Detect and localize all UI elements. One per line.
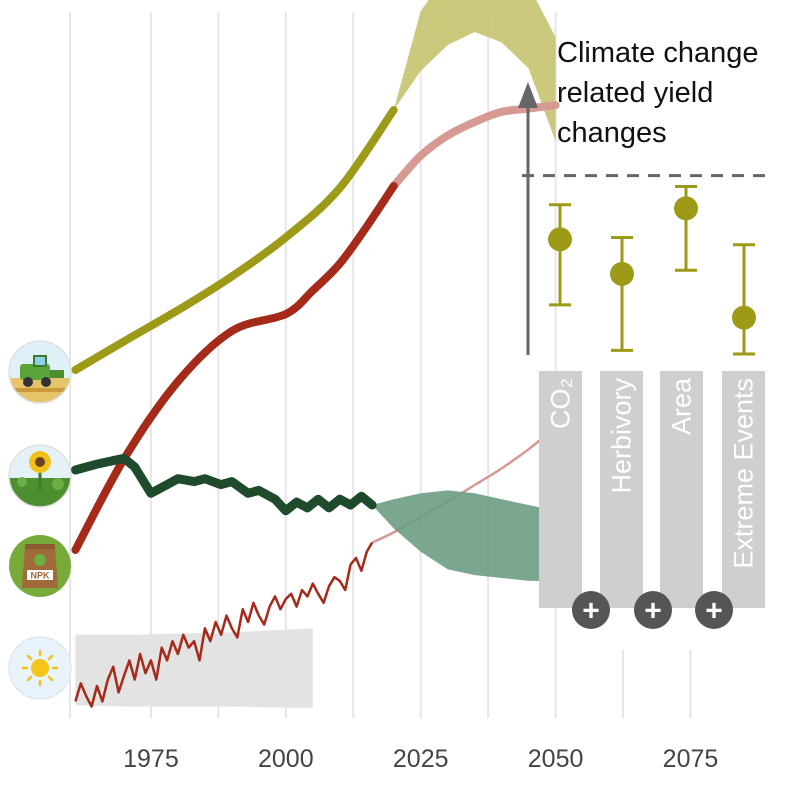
plus-operator-circle xyxy=(695,591,733,629)
plus-operator-symbol: + xyxy=(705,595,723,628)
npk-fertilizer-bag-icon: NPK xyxy=(9,535,71,597)
category-label: Extreme Events xyxy=(729,378,759,569)
x-tick-label: 2000 xyxy=(258,745,314,773)
y-axis-arrow xyxy=(518,82,538,355)
plus-operator-symbol: + xyxy=(644,595,662,628)
plus-operator-circle xyxy=(634,591,672,629)
series-icons: NPK xyxy=(8,340,72,700)
category-label: Herbivory xyxy=(607,378,637,494)
uncertainty-bands xyxy=(75,0,556,708)
plus-operator-circle xyxy=(572,591,610,629)
x-tick-label: 2050 xyxy=(528,745,584,773)
harvester-icon xyxy=(8,340,72,404)
data-point xyxy=(548,227,572,252)
category-bar xyxy=(722,371,765,608)
plus-operator-symbol: + xyxy=(582,595,600,628)
plus-operators: + + + xyxy=(572,591,733,629)
panel-title-line-3: changes xyxy=(557,117,667,149)
climate-yield-panel: Climate change related yield changes CO₂… xyxy=(518,37,772,629)
x-tick-label: 2075 xyxy=(663,745,719,773)
panel-title-line-1: Climate change xyxy=(557,37,759,69)
sunflower-projection-band xyxy=(372,490,556,581)
panel-title-line-2: related yield xyxy=(557,77,713,109)
category-label: CO₂ xyxy=(546,378,576,429)
sunflower-icon xyxy=(8,444,72,508)
svg-text:NPK: NPK xyxy=(30,571,50,581)
sun-icon xyxy=(8,636,72,700)
data-point xyxy=(674,196,698,221)
series-lines xyxy=(70,101,560,708)
category-bar xyxy=(539,371,582,608)
sunflower-line xyxy=(70,453,377,516)
yield-line xyxy=(71,106,398,374)
data-point xyxy=(610,261,634,286)
yield-projection-band xyxy=(393,0,556,142)
x-tick-label: 2025 xyxy=(393,745,449,773)
gridlines xyxy=(69,12,692,718)
data-points xyxy=(548,196,756,330)
fertilizer-projection-line xyxy=(389,101,560,190)
temperature-line xyxy=(74,541,374,708)
category-bar xyxy=(660,371,703,608)
x-axis-tick-labels: 1975 2000 2025 2050 2075 xyxy=(123,745,718,773)
category-bars: CO₂ Herbivory Area Extreme Events xyxy=(539,371,765,608)
category-bar xyxy=(600,371,643,608)
fertilizer-line xyxy=(71,182,398,554)
x-tick-label: 1975 xyxy=(123,745,179,773)
error-bars xyxy=(549,185,755,356)
category-label: Area xyxy=(667,377,697,435)
temperature-historical-band xyxy=(75,628,313,708)
data-point xyxy=(732,305,756,330)
